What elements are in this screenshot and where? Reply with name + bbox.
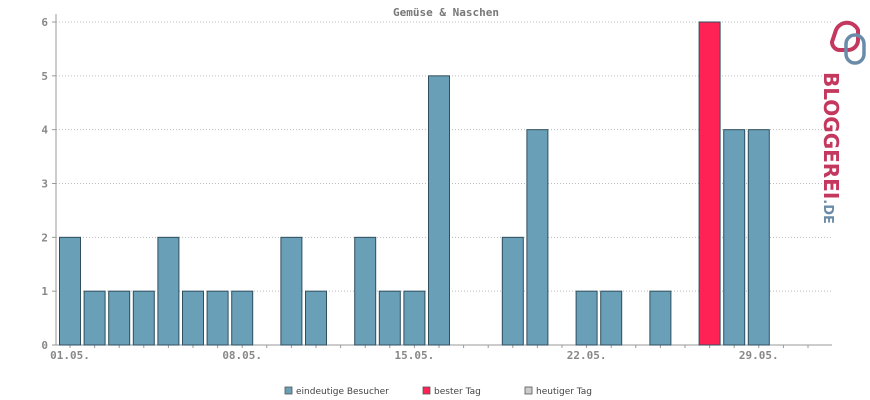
bar: [108, 290, 131, 346]
legend-item: heutiger Tag: [524, 386, 592, 397]
legend-swatch: [422, 386, 431, 395]
legend-label: eindeutige Besucher: [296, 387, 389, 397]
logo-text-main: BLOGGEREI: [819, 72, 843, 199]
legend-swatch: [524, 386, 533, 395]
x-tick-label: 22.05.: [567, 349, 607, 362]
logo-shape-blue: [844, 33, 866, 65]
bar: [501, 236, 524, 346]
bar: [182, 290, 204, 346]
bar: [305, 290, 327, 346]
bar: [378, 290, 401, 346]
bar: [600, 290, 623, 346]
y-tick-label: 3: [41, 178, 48, 191]
bloggerei-logo: BLOGGEREI.DE: [819, 20, 866, 224]
bar: [157, 236, 180, 346]
x-tick-label: 15.05.: [395, 349, 435, 362]
y-tick-label: 0: [41, 339, 48, 352]
legend-item: bester Tag: [422, 386, 481, 397]
x-tick-label: 01.05.: [50, 349, 90, 362]
bar: [575, 290, 598, 346]
legend-swatch: [284, 386, 293, 395]
bar: [59, 236, 81, 346]
chart-title: Gemüse & Naschen: [393, 6, 499, 19]
legend-item: eindeutige Besucher: [284, 386, 389, 397]
logo-text-suffix: .DE: [820, 199, 835, 224]
bar: [132, 290, 155, 346]
y-tick-label: 1: [41, 285, 48, 298]
y-tick-label: 6: [41, 16, 48, 29]
bar: [747, 129, 770, 346]
bar: [83, 290, 106, 346]
y-tick-label: 5: [41, 70, 48, 83]
bar: [649, 290, 672, 346]
legend-label: heutiger Tag: [536, 387, 592, 397]
logo-text: BLOGGEREI.DE: [819, 72, 843, 224]
y-tick-label: 2: [41, 231, 48, 244]
bars: [59, 21, 770, 346]
bar: [526, 129, 549, 346]
bar: [206, 290, 229, 346]
bloggerei-icon: [829, 20, 866, 65]
legend-label: bester Tag: [434, 387, 481, 397]
bar: [428, 75, 450, 346]
logo-shape-red: [829, 20, 860, 52]
bar: [354, 236, 377, 346]
legend: eindeutige Besucher bester Tag heutiger Ta…: [284, 386, 592, 397]
bar: [280, 236, 303, 346]
x-tick-label: 29.05.: [739, 349, 779, 362]
x-tick-label: 08.05.: [222, 349, 262, 362]
best-day-bar: [698, 21, 721, 346]
y-tick-label: 4: [41, 124, 48, 137]
bar: [723, 129, 746, 346]
bar: [403, 290, 426, 346]
bar: [231, 290, 254, 346]
